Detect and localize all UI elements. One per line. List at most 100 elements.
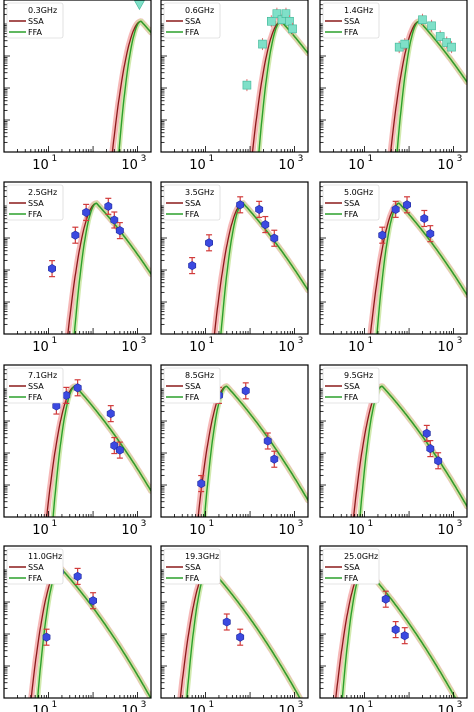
data-point-1 bbox=[62, 390, 71, 400]
x-tick-label: 10 bbox=[437, 704, 454, 712]
legend-frequency-label: 5.0GHz bbox=[344, 188, 373, 197]
legend-frequency-label: 9.5GHz bbox=[344, 371, 373, 380]
data-point-4 bbox=[270, 454, 279, 464]
data-point-0 bbox=[133, 0, 145, 11]
legend-frequency-label: 11.0GHz bbox=[28, 552, 62, 561]
panel-plot-area bbox=[177, 564, 304, 698]
data-point-2 bbox=[73, 571, 82, 581]
legend-box bbox=[6, 2, 64, 39]
x-tick-exponent: 3 bbox=[457, 336, 463, 346]
legend-ssa-label: SSA bbox=[344, 382, 360, 391]
panel-frame bbox=[319, 0, 468, 153]
legend: 0.3GHz SSA FFA bbox=[6, 2, 64, 39]
data-point-6 bbox=[447, 42, 456, 52]
data-point-3 bbox=[255, 204, 264, 214]
data-point-1 bbox=[236, 632, 245, 642]
ssa-band bbox=[195, 383, 308, 517]
x-tick-label: 10 bbox=[189, 523, 206, 538]
legend-ffa-label: FFA bbox=[344, 28, 358, 37]
legend-ffa-label: FFA bbox=[344, 574, 358, 583]
legend-ffa-label: FFA bbox=[185, 393, 199, 402]
x-tick-exponent: 1 bbox=[52, 154, 58, 164]
legend-ssa-label: SSA bbox=[185, 563, 201, 572]
x-tick-label: 10 bbox=[348, 704, 365, 712]
legend-box bbox=[322, 184, 380, 221]
data-point-7 bbox=[288, 24, 297, 34]
legend: 2.5GHz SSA FFA bbox=[6, 184, 64, 221]
legend-box bbox=[163, 2, 221, 39]
ssa-curve bbox=[30, 566, 151, 698]
data-point-0 bbox=[242, 80, 252, 90]
data-point-4 bbox=[426, 229, 435, 239]
ffa-curve bbox=[36, 566, 151, 698]
x-tick-label: 10 bbox=[278, 704, 295, 712]
legend-frequency-label: 0.6GHz bbox=[185, 6, 214, 15]
legend-ssa-label: SSA bbox=[28, 17, 44, 26]
panel-plot-area bbox=[195, 382, 308, 517]
data-point-0 bbox=[52, 401, 61, 411]
x-tick-label: 10 bbox=[278, 523, 295, 538]
data-point-2 bbox=[418, 15, 427, 25]
legend-ssa-label: SSA bbox=[28, 199, 44, 208]
x-tick-label: 10 bbox=[121, 158, 138, 173]
panel-frame bbox=[3, 181, 152, 335]
legend-ffa-label: FFA bbox=[28, 28, 42, 37]
x-tick-exponent: 1 bbox=[209, 154, 215, 164]
data-point-5 bbox=[442, 38, 451, 47]
data-point-1 bbox=[258, 39, 267, 49]
ffa-band bbox=[50, 383, 151, 517]
x-tick-label: 10 bbox=[189, 158, 206, 173]
ffa-band bbox=[116, 18, 151, 152]
legend-ffa-label: FFA bbox=[28, 574, 42, 583]
x-tick-label: 10 bbox=[189, 704, 206, 712]
data-point-1 bbox=[400, 39, 410, 49]
data-point-1 bbox=[71, 230, 80, 240]
data-point-3 bbox=[104, 201, 113, 211]
x-tick-label: 10 bbox=[348, 523, 365, 538]
ffa-curve bbox=[376, 202, 467, 334]
panel-frame bbox=[160, 181, 309, 335]
legend: 7.1GHz SSA FFA bbox=[6, 367, 64, 404]
panel-frame bbox=[160, 0, 309, 153]
data-point-3 bbox=[89, 596, 97, 606]
ssa-band bbox=[350, 383, 467, 517]
x-tick-label: 10 bbox=[437, 523, 454, 538]
ffa-curve bbox=[186, 566, 301, 698]
x-tick-exponent: 3 bbox=[457, 154, 463, 164]
x-tick-exponent: 3 bbox=[457, 700, 463, 710]
data-point-2 bbox=[82, 207, 91, 217]
x-tick-exponent: 3 bbox=[457, 519, 463, 529]
panel-frame bbox=[160, 545, 309, 699]
data-point-4 bbox=[110, 441, 119, 451]
data-point-3 bbox=[272, 9, 282, 18]
legend-ssa-label: SSA bbox=[344, 199, 360, 208]
legend-ffa-label: FFA bbox=[28, 210, 42, 219]
legend-frequency-label: 0.3GHz bbox=[28, 6, 57, 15]
x-tick-exponent: 1 bbox=[52, 700, 58, 710]
legend-ffa-label: FFA bbox=[185, 210, 199, 219]
panel-plot-area bbox=[350, 383, 467, 517]
data-point-5 bbox=[115, 445, 124, 455]
legend: 25.0GHz SSA FFA bbox=[322, 548, 380, 585]
ffa-band bbox=[357, 383, 467, 517]
x-tick-exponent: 3 bbox=[298, 154, 304, 164]
data-point-0 bbox=[188, 261, 197, 271]
data-point-1 bbox=[205, 238, 213, 248]
legend-ssa-label: SSA bbox=[344, 563, 360, 572]
ffa-band bbox=[202, 383, 308, 517]
x-tick-label: 10 bbox=[189, 340, 206, 355]
data-point-1 bbox=[391, 625, 400, 635]
data-point-2 bbox=[403, 200, 412, 210]
ffa-curve bbox=[396, 20, 467, 152]
data-point-3 bbox=[106, 409, 115, 419]
data-point-1 bbox=[426, 444, 435, 454]
ffa-band bbox=[339, 564, 459, 698]
x-tick-label: 10 bbox=[121, 704, 138, 712]
